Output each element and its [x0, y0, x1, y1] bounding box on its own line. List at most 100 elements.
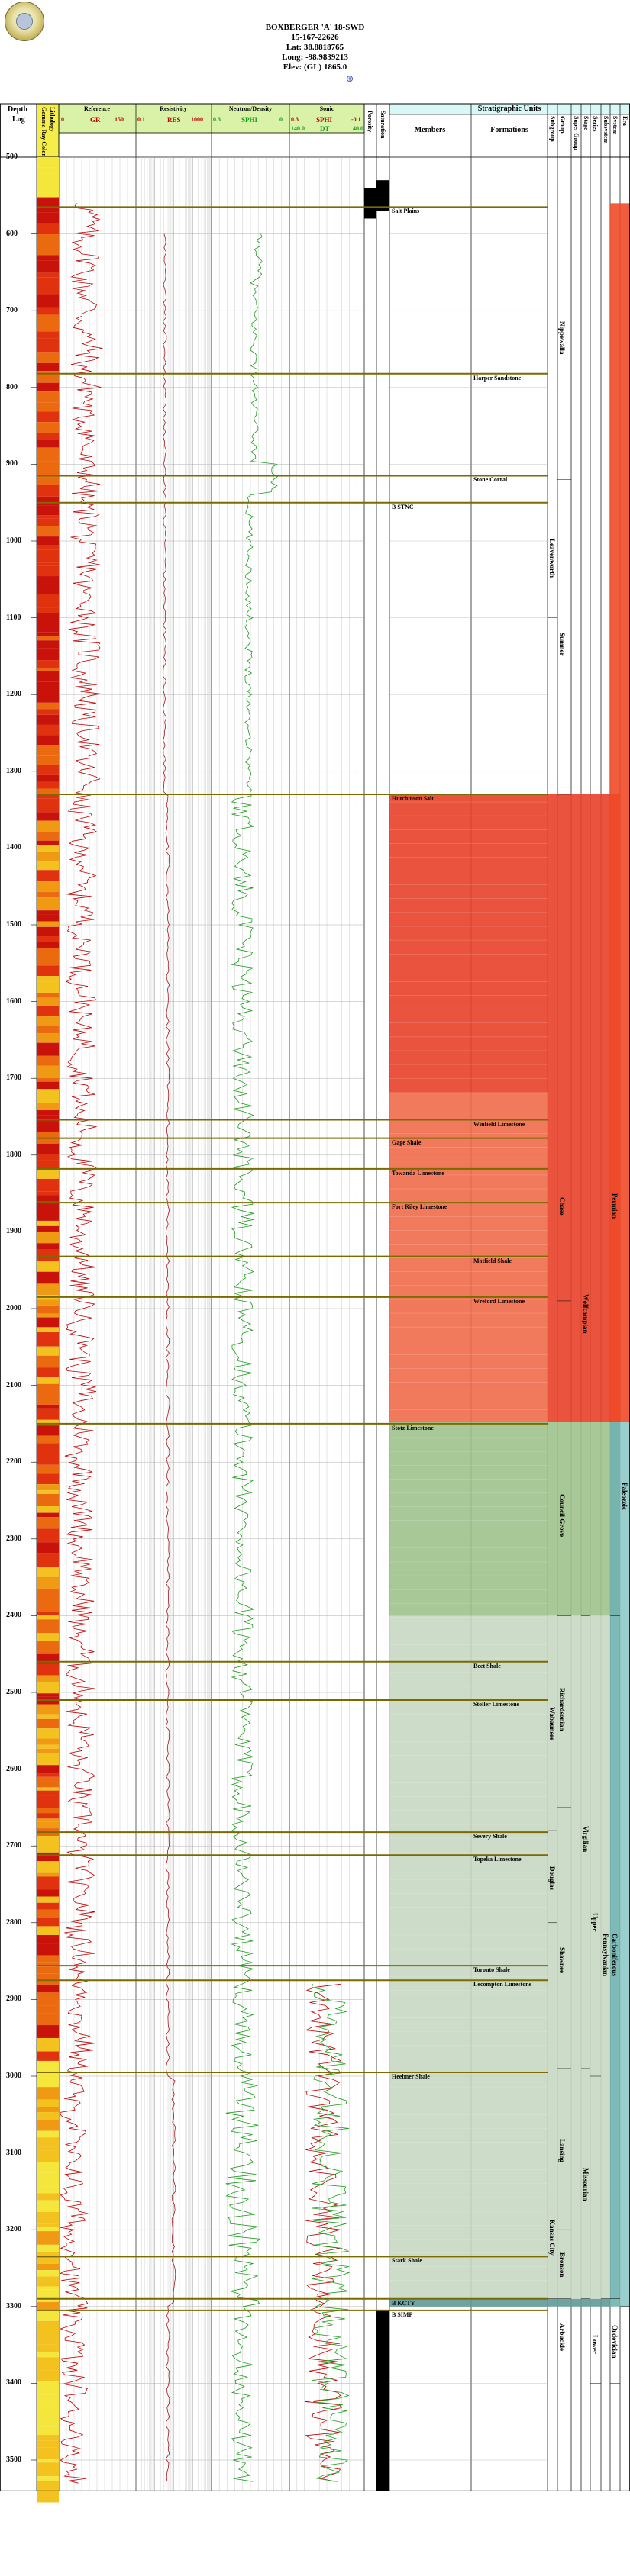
gr-color-block: [37, 1962, 59, 1967]
gr-color-block: [37, 352, 59, 363]
gr-color-block: [37, 936, 59, 942]
gr-color-block: [37, 640, 59, 649]
gr-color-block: [37, 1852, 59, 1862]
gr-color-block: [37, 2172, 59, 2187]
gr-color-block: [37, 2310, 59, 2321]
sonic-sphi-curve: [304, 1983, 342, 2482]
gr-color-block: [37, 1055, 59, 1066]
gr-color-block: [37, 2150, 59, 2162]
gr-color-block: [37, 1493, 59, 1506]
depth-tick-label: 1000: [6, 536, 21, 545]
gr-color-block: [37, 536, 59, 545]
strat-fill: [389, 2298, 610, 2307]
gr-color-block: [37, 173, 59, 184]
gr-color-block: [37, 942, 59, 948]
gr-color-block: [37, 965, 59, 977]
gr-color-block: [37, 1143, 59, 1154]
gr-color-block: [37, 2067, 59, 2079]
gr-color-block: [37, 2252, 59, 2264]
gr-color-block: [37, 1553, 59, 1567]
strat-unit-label: Nippewalla: [558, 321, 566, 355]
gr-color-block: [37, 820, 59, 832]
depth-tick-label: 1200: [6, 690, 21, 699]
well-lat: Lat: 38.8818765: [286, 43, 344, 52]
gr-color-block: [37, 2447, 59, 2460]
gr-color-block: [37, 1704, 59, 1715]
strat-unit-label: Sumner: [558, 633, 566, 656]
gr-color-block: [37, 1934, 59, 1944]
gr-color-block: [37, 1943, 59, 1956]
gr-color-block: [37, 1464, 59, 1474]
formation-top-label: Gage Shale: [392, 1138, 422, 1146]
gr-color-block: [37, 588, 59, 594]
gr-color-block: [37, 402, 59, 412]
reference-title: Reference: [83, 105, 111, 112]
group-header: Group: [559, 116, 566, 134]
depth-tick-label: 700: [6, 306, 18, 315]
gr-color-block: [37, 314, 59, 327]
gr-color-block: [37, 1821, 59, 1829]
gr-color-block: [37, 1317, 59, 1328]
lithology-block: [376, 2310, 389, 2491]
gr-color-block: [37, 1404, 59, 1409]
gr-color-block: [37, 1338, 59, 1347]
gr-color-block: [37, 745, 59, 756]
gr-color-block: [37, 1773, 59, 1777]
gr-color-block: [37, 2137, 59, 2147]
gr-color-block: [37, 1615, 59, 1620]
gr-color-block: [37, 845, 59, 852]
strat-unit-label: Upper: [591, 1912, 599, 1932]
gr-color-block: [37, 255, 59, 261]
gr-color-block: [37, 223, 59, 235]
gr-color-block: [37, 1966, 59, 1974]
gr-color-block: [37, 1909, 59, 1918]
depth-tick-label: 3300: [6, 2301, 21, 2310]
gr-color-block: [37, 2289, 59, 2302]
depth-tick-label: 3500: [6, 2455, 21, 2464]
gr-color-block: [37, 1744, 59, 1749]
gr-color-block: [37, 1505, 59, 1513]
strat-fill: [389, 1093, 548, 1422]
gr-color-block: [37, 1033, 59, 1043]
gr-color-block: [37, 477, 59, 485]
gr-color-block: [37, 2146, 59, 2151]
gr-color-block: [37, 1016, 59, 1026]
gr-color-block: [37, 485, 59, 497]
gr-color-block: [37, 865, 59, 871]
formations-header: Formations: [490, 126, 528, 134]
gr-color-block: [37, 636, 59, 641]
gr-color-block: [37, 1517, 59, 1529]
formation-top-label: B STNC: [392, 503, 414, 510]
gr-color-block: [37, 2426, 59, 2436]
strat-fill: [389, 794, 548, 1094]
gr-color-block: [37, 1612, 59, 1615]
gr-color-block: [37, 1201, 59, 1212]
gr-color-block: [37, 1115, 59, 1122]
gr-color-block: [37, 914, 59, 922]
gr-color-block: [37, 2381, 59, 2395]
gr-color-block: [37, 2417, 59, 2427]
formation-top-label: Wreford Limestone: [473, 1297, 525, 1305]
gr-color-block: [37, 724, 59, 736]
depth-tick-label: 600: [6, 229, 18, 238]
gr-color-block: [37, 2459, 59, 2463]
nd-left-scale: 0.3: [213, 116, 221, 123]
gr-color-block: [37, 1299, 59, 1306]
formation-top-label: Fort Riley Limestone: [392, 1203, 447, 1211]
depth-tick-label: 1300: [6, 766, 21, 775]
gr-color-block: [37, 411, 59, 423]
gr-color-block: [37, 1160, 59, 1170]
formation-top-label: Winfield Limestone: [473, 1120, 525, 1128]
gr-color-block: [37, 892, 59, 898]
gr-color-block: [37, 234, 59, 246]
gr-color-block: [37, 1728, 59, 1739]
gr-color-block: [37, 1955, 59, 1963]
sonic-dt-curve: [311, 1984, 351, 2482]
nd-right-scale: 0: [279, 116, 283, 123]
gr-color-block: [37, 2107, 59, 2113]
gr-color-block: [37, 1682, 59, 1694]
sphi-curve: [225, 233, 279, 2482]
gr-color-block: [37, 447, 59, 456]
depth-tick-label: 1400: [6, 843, 21, 852]
res-right-scale: 1000: [191, 116, 203, 123]
